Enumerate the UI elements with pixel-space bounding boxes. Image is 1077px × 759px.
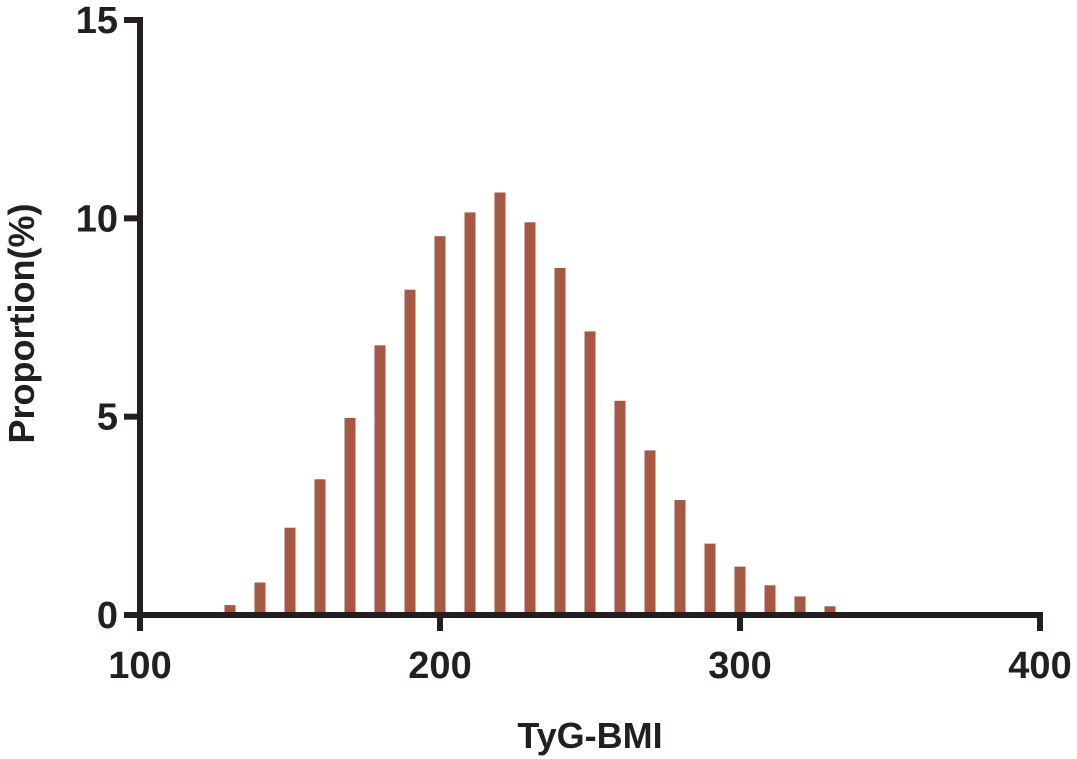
- bar-220: [494, 192, 506, 615]
- bar-290: [704, 543, 716, 615]
- bar-270: [644, 450, 656, 615]
- y-tick-label-5: 5: [97, 397, 118, 439]
- bar-260: [614, 400, 626, 615]
- bar-240: [554, 267, 566, 615]
- bar-230: [524, 222, 536, 616]
- bar-180: [374, 345, 386, 615]
- x-axis-title: TyG-BMI: [517, 715, 662, 756]
- bar-170: [344, 417, 356, 615]
- bar-200: [434, 236, 446, 615]
- y-ticks-group: 0 5 10 15: [76, 0, 140, 637]
- y-axis-title: Proportion(%): [1, 204, 42, 444]
- bar-310: [764, 585, 776, 616]
- bar-320: [794, 596, 806, 615]
- y-tick-label-15: 15: [76, 0, 118, 42]
- bar-300: [734, 566, 746, 615]
- bar-250: [584, 331, 596, 615]
- x-ticks-group: 100 200 300 400: [108, 615, 1072, 687]
- bar-210: [464, 212, 476, 615]
- bar-190: [404, 289, 416, 615]
- bar-160: [314, 479, 326, 615]
- bar-130: [224, 605, 236, 615]
- x-tick-label-400: 400: [1008, 645, 1071, 687]
- x-tick-label-100: 100: [108, 645, 171, 687]
- bar-280: [674, 500, 686, 615]
- bars-group: [194, 192, 836, 616]
- y-tick-label-10: 10: [76, 198, 118, 240]
- axes-group: [137, 17, 1043, 618]
- y-tick-label-0: 0: [97, 595, 118, 637]
- bar-330: [824, 606, 836, 615]
- bar-140: [254, 582, 266, 615]
- x-tick-label-200: 200: [408, 645, 471, 687]
- x-tick-label-300: 300: [708, 645, 771, 687]
- bar-150: [284, 527, 296, 615]
